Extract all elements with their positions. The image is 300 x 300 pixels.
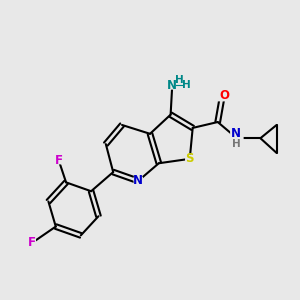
FancyBboxPatch shape: [185, 154, 194, 163]
FancyBboxPatch shape: [167, 76, 194, 90]
Text: S: S: [185, 152, 194, 165]
FancyBboxPatch shape: [28, 238, 36, 247]
FancyBboxPatch shape: [230, 130, 244, 145]
Text: H: H: [232, 139, 241, 148]
Text: N: N: [231, 127, 241, 140]
FancyBboxPatch shape: [218, 93, 226, 101]
Text: N: N: [167, 79, 176, 92]
Text: N: N: [133, 174, 143, 188]
Text: H: H: [175, 75, 184, 85]
Text: F: F: [28, 236, 36, 249]
Text: O: O: [220, 89, 230, 102]
Text: F: F: [55, 154, 63, 167]
FancyBboxPatch shape: [55, 156, 62, 164]
FancyBboxPatch shape: [134, 176, 143, 185]
Text: H: H: [182, 80, 190, 90]
